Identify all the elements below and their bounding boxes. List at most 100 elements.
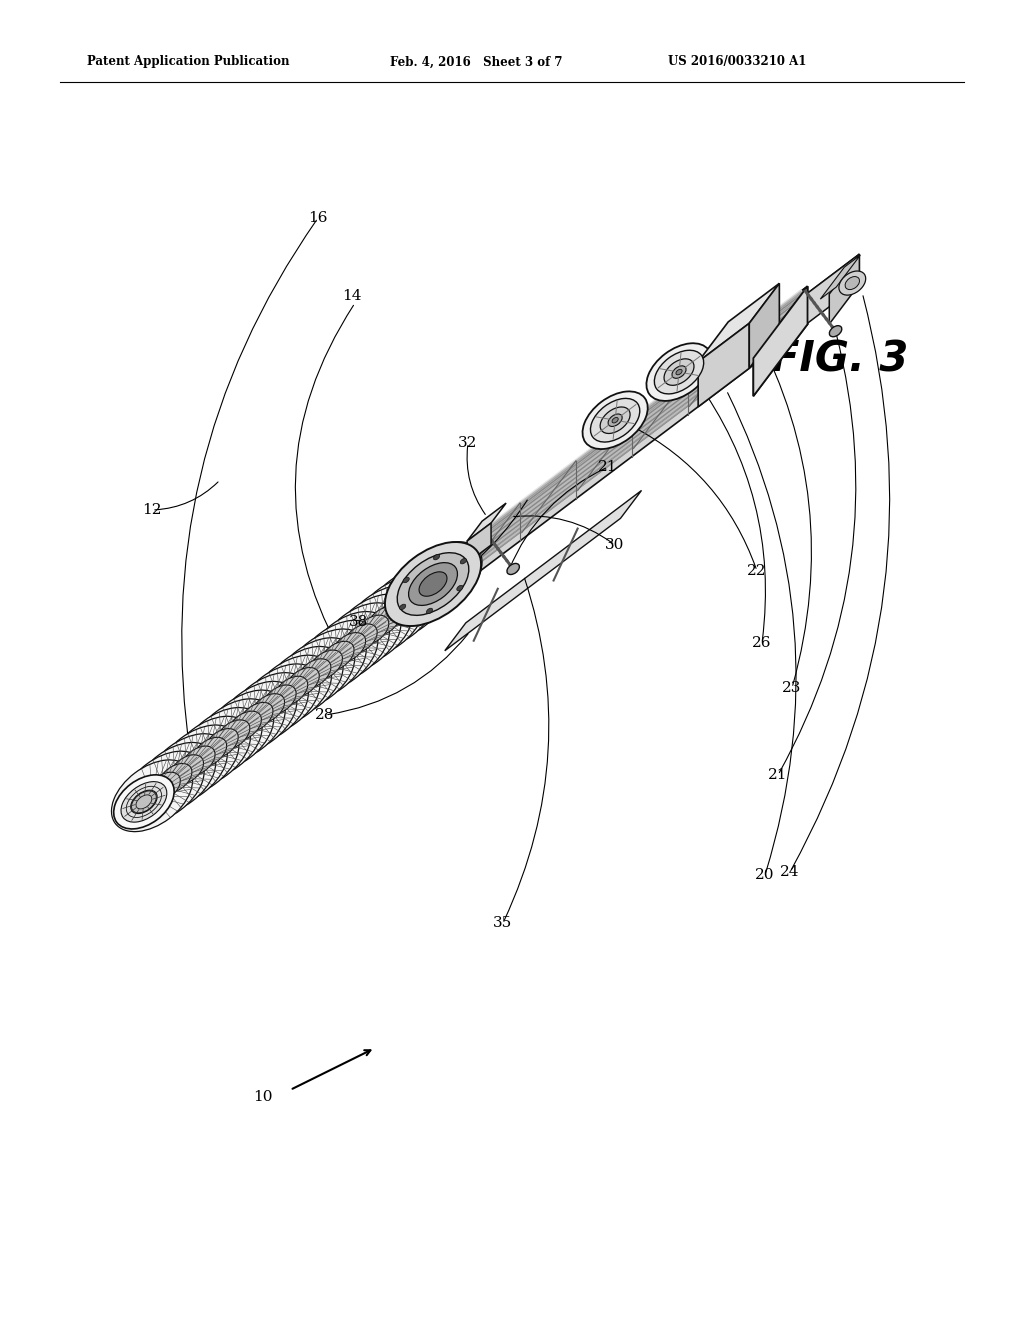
Ellipse shape	[297, 620, 378, 692]
Ellipse shape	[274, 676, 308, 706]
Text: 16: 16	[308, 211, 328, 224]
Ellipse shape	[646, 343, 712, 401]
Ellipse shape	[367, 568, 447, 640]
Text: 23: 23	[782, 681, 802, 696]
Ellipse shape	[273, 638, 354, 709]
Ellipse shape	[112, 760, 193, 832]
Text: 10: 10	[253, 1090, 272, 1104]
Ellipse shape	[240, 702, 273, 733]
Ellipse shape	[309, 649, 342, 680]
Ellipse shape	[433, 554, 439, 560]
Text: 24: 24	[780, 865, 800, 879]
Polygon shape	[467, 523, 492, 564]
Ellipse shape	[389, 550, 470, 622]
Ellipse shape	[654, 350, 703, 393]
Ellipse shape	[216, 719, 250, 750]
Polygon shape	[698, 284, 779, 362]
Polygon shape	[467, 503, 506, 541]
Ellipse shape	[134, 742, 216, 814]
Ellipse shape	[135, 781, 169, 810]
Text: 21: 21	[598, 459, 617, 474]
Text: FIG. 3: FIG. 3	[771, 339, 908, 381]
Ellipse shape	[193, 698, 273, 771]
Ellipse shape	[409, 562, 458, 606]
Ellipse shape	[378, 560, 459, 631]
Ellipse shape	[397, 553, 469, 615]
Ellipse shape	[354, 577, 436, 648]
Ellipse shape	[399, 605, 406, 610]
Ellipse shape	[251, 655, 332, 727]
Ellipse shape	[457, 585, 463, 591]
Ellipse shape	[591, 399, 640, 442]
Ellipse shape	[319, 603, 401, 675]
Polygon shape	[765, 255, 859, 342]
Text: 35: 35	[494, 916, 513, 931]
Ellipse shape	[297, 659, 331, 689]
Polygon shape	[444, 491, 642, 651]
Text: 12: 12	[142, 503, 162, 517]
Ellipse shape	[332, 632, 366, 663]
Ellipse shape	[460, 558, 467, 564]
Text: 26: 26	[753, 636, 772, 649]
Ellipse shape	[401, 581, 435, 610]
Text: 32: 32	[459, 436, 477, 450]
Ellipse shape	[839, 271, 865, 296]
Polygon shape	[414, 286, 808, 614]
Polygon shape	[754, 286, 808, 396]
Ellipse shape	[131, 791, 157, 813]
Ellipse shape	[344, 624, 377, 653]
Ellipse shape	[146, 734, 227, 805]
Ellipse shape	[829, 326, 842, 337]
Ellipse shape	[123, 751, 204, 822]
Ellipse shape	[114, 775, 174, 829]
Text: 38: 38	[348, 615, 368, 630]
Polygon shape	[796, 255, 859, 333]
Ellipse shape	[608, 414, 623, 426]
Polygon shape	[820, 255, 860, 300]
Ellipse shape	[403, 577, 410, 582]
Polygon shape	[468, 286, 808, 579]
Ellipse shape	[401, 541, 482, 614]
Text: Patent Application Publication: Patent Application Publication	[87, 55, 290, 69]
Ellipse shape	[583, 392, 648, 449]
Ellipse shape	[227, 673, 308, 744]
Ellipse shape	[414, 572, 446, 601]
Ellipse shape	[355, 615, 389, 644]
Ellipse shape	[239, 664, 319, 735]
Ellipse shape	[170, 755, 204, 784]
Ellipse shape	[205, 729, 239, 758]
Ellipse shape	[676, 370, 682, 375]
Ellipse shape	[426, 609, 432, 614]
Text: 22: 22	[748, 564, 767, 578]
Ellipse shape	[507, 564, 519, 574]
Ellipse shape	[285, 630, 367, 701]
Ellipse shape	[262, 685, 296, 714]
Ellipse shape	[308, 611, 389, 684]
Ellipse shape	[664, 359, 694, 385]
Polygon shape	[698, 323, 750, 407]
Polygon shape	[829, 255, 859, 323]
Polygon shape	[754, 286, 808, 396]
Text: Feb. 4, 2016   Sheet 3 of 7: Feb. 4, 2016 Sheet 3 of 7	[390, 55, 562, 69]
Ellipse shape	[251, 694, 285, 723]
Polygon shape	[750, 284, 779, 368]
Text: 20: 20	[756, 869, 775, 882]
Ellipse shape	[121, 781, 167, 822]
Ellipse shape	[612, 417, 618, 422]
Ellipse shape	[425, 562, 459, 593]
Ellipse shape	[367, 606, 400, 636]
Ellipse shape	[390, 589, 424, 619]
Ellipse shape	[216, 681, 297, 754]
Ellipse shape	[332, 594, 413, 665]
Ellipse shape	[169, 717, 251, 788]
Ellipse shape	[419, 572, 447, 597]
Ellipse shape	[228, 711, 261, 741]
Ellipse shape	[181, 708, 262, 779]
Ellipse shape	[146, 772, 180, 801]
Ellipse shape	[845, 277, 859, 289]
Ellipse shape	[321, 642, 354, 671]
Text: 21: 21	[768, 768, 787, 781]
Ellipse shape	[385, 543, 481, 626]
Ellipse shape	[379, 598, 412, 627]
Ellipse shape	[262, 647, 343, 718]
